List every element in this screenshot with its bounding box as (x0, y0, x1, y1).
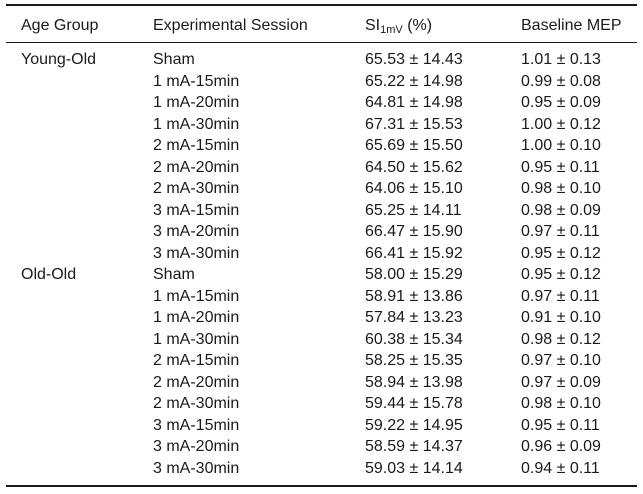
session-cell: 2 mA-15min (153, 352, 240, 369)
si-cell: 67.31 ± 15.53 (365, 115, 463, 133)
table-row: 2 mA-20min 58.94 ± 13.98 0.97 ± 0.09 (6, 373, 637, 395)
header-si-1mv: SI1mV (%) (365, 17, 433, 36)
header-baseline-mep: Baseline MEP (521, 17, 622, 34)
si-cell: 64.81 ± 14.98 (365, 94, 463, 111)
session-cell: 3 mA-20min (153, 438, 240, 455)
header-experimental-session: Experimental Session (153, 17, 308, 34)
table-row: Young-Old Sham 65.53 ± 14.43 1.01 ± 0.13 (6, 50, 637, 72)
baseline-mep-cell: 0.98 ± 0.09 (521, 201, 601, 219)
session-cell: 2 mA-15min (153, 137, 240, 154)
baseline-mep-cell: 0.95 ± 0.12 (521, 244, 601, 262)
table-row: 1 mA-30min 60.38 ± 15.34 0.98 ± 0.12 (6, 330, 637, 352)
baseline-mep-cell: 0.97 ± 0.10 (521, 352, 601, 369)
header-si-subscript: 1mV (380, 24, 403, 36)
table-row: 3 mA-20min 66.47 ± 15.90 0.97 ± 0.11 (6, 222, 637, 244)
baseline-mep-cell: 0.95 ± 0.12 (521, 266, 601, 283)
table-row: 3 mA-15min 65.25 ± 14.11 0.98 ± 0.09 (6, 201, 637, 223)
table-row: 3 mA-30min 59.03 ± 14.14 0.94 ± 0.11 (6, 459, 637, 481)
baseline-mep-cell: 0.99 ± 0.08 (521, 72, 601, 90)
table-body: Young-Old Sham 65.53 ± 14.43 1.01 ± 0.13 1 m… (6, 43, 637, 485)
si-cell: 59.03 ± 14.14 (365, 459, 463, 477)
si-cell: 66.47 ± 15.90 (365, 223, 463, 240)
header-si-main: SI (365, 17, 381, 34)
table-row: 2 mA-15min 65.69 ± 15.50 1.00 ± 0.10 (6, 136, 637, 158)
si-cell: 59.44 ± 15.78 (365, 395, 463, 412)
data-table: Age Group Experimental Session SI1mV (%)… (6, 4, 637, 487)
top-rule (6, 4, 637, 6)
baseline-mep-cell: 0.98 ± 0.10 (521, 180, 601, 197)
si-cell: 57.84 ± 13.23 (365, 309, 463, 326)
baseline-mep-cell: 0.97 ± 0.09 (521, 373, 601, 391)
header-si-unit: (%) (407, 17, 433, 34)
session-cell: 2 mA-20min (153, 373, 240, 391)
baseline-mep-cell: 0.97 ± 0.11 (521, 287, 600, 305)
table-row: 1 mA-20min 64.81 ± 14.98 0.95 ± 0.09 (6, 93, 637, 115)
si-cell: 65.53 ± 14.43 (365, 51, 463, 68)
session-cell: 1 mA-20min (153, 309, 240, 326)
table-row: 3 mA-30min 66.41 ± 15.92 0.95 ± 0.12 (6, 244, 637, 266)
table-header: Age Group Experimental Session SI1mV (%)… (6, 6, 637, 42)
session-cell: Sham (153, 266, 195, 283)
baseline-mep-cell: 0.91 ± 0.10 (521, 309, 601, 326)
si-cell: 58.00 ± 15.29 (365, 266, 463, 283)
table-row: 2 mA-15min 58.25 ± 15.35 0.97 ± 0.10 (6, 351, 637, 373)
age-group-cell: Old-Old (21, 266, 77, 283)
header-rule (6, 42, 637, 43)
si-cell: 58.94 ± 13.98 (365, 373, 463, 391)
table-row: 1 mA-30min 67.31 ± 15.53 1.00 ± 0.12 (6, 115, 637, 137)
table-row: 3 mA-20min 58.59 ± 14.37 0.96 ± 0.09 (6, 437, 637, 459)
baseline-mep-cell: 0.95 ± 0.11 (521, 158, 600, 176)
si-cell: 65.25 ± 14.11 (365, 201, 462, 219)
table-row: 2 mA-30min 64.06 ± 15.10 0.98 ± 0.10 (6, 179, 637, 201)
bottom-rule (6, 485, 637, 487)
session-cell: 1 mA-15min (153, 287, 240, 305)
baseline-mep-cell: 1.01 ± 0.13 (521, 51, 601, 68)
table-row: 3 mA-15min 59.22 ± 14.95 0.95 ± 0.11 (6, 416, 637, 438)
baseline-mep-cell: 1.00 ± 0.12 (521, 115, 601, 133)
si-cell: 58.91 ± 13.86 (365, 287, 463, 305)
si-cell: 64.06 ± 15.10 (365, 180, 463, 197)
si-cell: 65.69 ± 15.50 (365, 137, 463, 154)
session-cell: 1 mA-20min (153, 94, 240, 111)
session-cell: 3 mA-30min (153, 459, 240, 477)
baseline-mep-cell: 0.98 ± 0.12 (521, 330, 601, 348)
baseline-mep-cell: 0.95 ± 0.09 (521, 94, 601, 111)
table-row: 2 mA-30min 59.44 ± 15.78 0.98 ± 0.10 (6, 394, 637, 416)
si-cell: 64.50 ± 15.62 (365, 158, 463, 176)
session-cell: 1 mA-30min (153, 115, 240, 133)
table-row: 1 mA-15min 58.91 ± 13.86 0.97 ± 0.11 (6, 287, 637, 309)
si-cell: 58.25 ± 15.35 (365, 352, 463, 369)
si-cell: 60.38 ± 15.34 (365, 330, 463, 348)
table-row: 1 mA-20min 57.84 ± 13.23 0.91 ± 0.10 (6, 308, 637, 330)
si-cell: 65.22 ± 14.98 (365, 72, 463, 90)
si-cell: 66.41 ± 15.92 (365, 244, 463, 262)
table-row: 1 mA-15min 65.22 ± 14.98 0.99 ± 0.08 (6, 72, 637, 94)
session-cell: 3 mA-30min (153, 244, 240, 262)
session-cell: 2 mA-20min (153, 158, 240, 176)
session-cell: 3 mA-15min (153, 416, 240, 434)
si-cell: 58.59 ± 14.37 (365, 438, 463, 455)
session-cell: 2 mA-30min (153, 395, 240, 412)
session-cell: Sham (153, 51, 195, 68)
baseline-mep-cell: 0.97 ± 0.11 (521, 223, 600, 240)
baseline-mep-cell: 0.96 ± 0.09 (521, 438, 601, 455)
baseline-mep-cell: 1.00 ± 0.10 (521, 137, 601, 154)
si-cell: 59.22 ± 14.95 (365, 416, 463, 434)
session-cell: 1 mA-15min (153, 72, 240, 90)
session-cell: 3 mA-20min (153, 223, 240, 240)
baseline-mep-cell: 0.98 ± 0.10 (521, 395, 601, 412)
baseline-mep-cell: 0.94 ± 0.11 (521, 459, 600, 477)
baseline-mep-cell: 0.95 ± 0.11 (521, 416, 600, 434)
session-cell: 2 mA-30min (153, 180, 240, 197)
table-row: Old-Old Sham 58.00 ± 15.29 0.95 ± 0.12 (6, 265, 637, 287)
session-cell: 3 mA-15min (153, 201, 240, 219)
session-cell: 1 mA-30min (153, 330, 240, 348)
table-row: 2 mA-20min 64.50 ± 15.62 0.95 ± 0.11 (6, 158, 637, 180)
header-age-group: Age Group (21, 17, 99, 34)
age-group-cell: Young-Old (21, 51, 97, 68)
